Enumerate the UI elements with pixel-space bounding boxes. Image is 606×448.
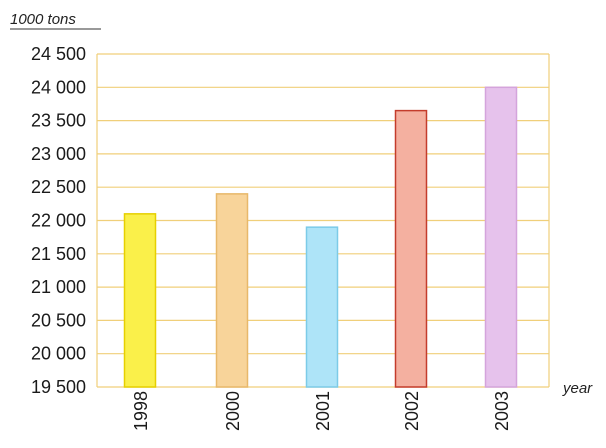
y-tick-label: 20 000 [31, 344, 86, 364]
x-axis-categories: 1998 2000 2001 2002 2003 [131, 391, 512, 431]
x-category-label-2000: 2000 [223, 391, 243, 431]
bar-2000 [215, 193, 249, 388]
bar-1998 [123, 213, 157, 388]
y-tick-label: 20 500 [31, 310, 86, 330]
bar-2001 [305, 226, 339, 388]
y-tick-label: 19 500 [31, 377, 86, 397]
y-axis-unit-label: 1000 tons [10, 11, 76, 28]
x-category-label-1998: 1998 [131, 391, 151, 431]
y-tick-label: 24 500 [31, 44, 86, 64]
x-axis-label: year [562, 380, 593, 397]
y-tick-label: 21 500 [31, 244, 86, 264]
x-category-label-2001: 2001 [313, 391, 333, 431]
y-tick-label: 21 000 [31, 277, 86, 297]
x-category-label-2003: 2003 [492, 391, 512, 431]
y-axis-ticks: 19 500 20 000 20 500 21 000 21 500 22 000 22 5… [31, 44, 86, 397]
bar-2003 [484, 86, 518, 388]
x-category-label-2002: 2002 [402, 391, 422, 431]
y-tick-label: 24 000 [31, 77, 86, 97]
bars [123, 86, 518, 388]
bar-2002 [394, 109, 428, 388]
y-tick-label: 23 000 [31, 144, 86, 164]
y-tick-label: 23 500 [31, 111, 86, 131]
y-tick-label: 22 000 [31, 211, 86, 231]
y-tick-label: 22 500 [31, 177, 86, 197]
